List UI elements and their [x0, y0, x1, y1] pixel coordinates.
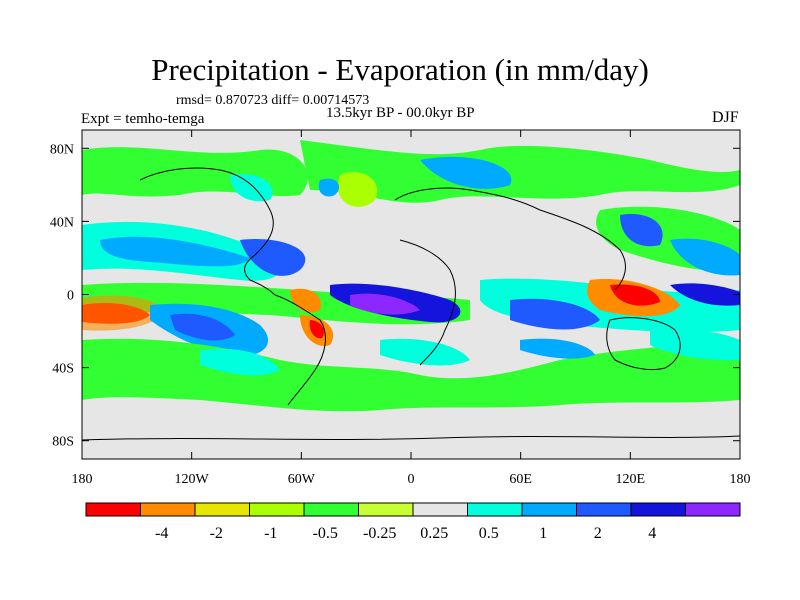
x-tick-label: 120E: [616, 472, 646, 487]
coastline-south-america: [274, 294, 326, 406]
plot-title: Precipitation - Evaporation (in mm/day): [151, 52, 649, 87]
colorbar-swatch: [140, 502, 196, 517]
field-region: [82, 405, 740, 434]
colorbar-swatch: [576, 502, 632, 517]
y-tick-label: 0: [67, 289, 74, 304]
x-tick-label: 60W: [288, 472, 316, 487]
x-tick-label: 120W: [175, 472, 210, 487]
coastline-north-america: [139, 167, 276, 296]
field-region: [380, 338, 470, 366]
field-region: [520, 338, 595, 359]
map-field: [82, 130, 740, 459]
y-tick-label: 80S: [52, 435, 74, 450]
colorbar: -4 -2 -1 -0.5 -0.25 0.25 0.5 1 2 4: [85, 502, 741, 542]
field-region: [338, 171, 378, 207]
colorbar-swatch: [685, 502, 741, 517]
colorbar-swatch: [630, 502, 686, 517]
coastline-africa: [399, 239, 456, 366]
colorbar-label: -0.5: [313, 525, 338, 542]
stats-text: rmsd= 0.870723 diff= 0.00714573: [176, 93, 370, 108]
period-label: 13.5kyr BP - 00.0kyr BP: [326, 105, 475, 121]
coastlines: [82, 167, 740, 441]
field-region: [620, 214, 663, 247]
field-region: [290, 288, 321, 313]
field-region: [82, 282, 470, 325]
colorbar-swatch: [521, 502, 577, 517]
field-region: [200, 348, 280, 376]
season-label: DJF: [712, 109, 739, 126]
x-tick-label: 60E: [509, 472, 532, 487]
colorbar-label: 0.25: [420, 525, 448, 542]
colorbar-label: -0.25: [363, 525, 396, 542]
y-tick-label: 40N: [50, 215, 74, 230]
field-region: [82, 147, 308, 197]
colorbar-label: -4: [155, 525, 168, 542]
colorbar-swatch: [249, 502, 305, 517]
colorbar-label: 0.5: [479, 525, 499, 542]
y-axis: 80N 40N 0 40S 80S: [50, 142, 740, 450]
coastline-eurasia: [394, 187, 626, 291]
field-region: [100, 236, 250, 267]
x-axis: 180 120W 60W 0 60E 120E 180: [72, 130, 751, 487]
field-region: [300, 140, 740, 203]
colorbar-swatch: [467, 502, 523, 517]
colorbar-swatch: [412, 502, 468, 517]
experiment-label: Expt = temho-temga: [81, 111, 205, 127]
colorbar-label: -2: [210, 525, 223, 542]
field-region: [510, 298, 600, 330]
colorbar-label: 4: [648, 525, 656, 542]
x-tick-label: 180: [730, 472, 751, 487]
field-region: [170, 313, 235, 341]
coastline-australia: [606, 317, 681, 371]
colorbar-swatch: [303, 502, 359, 517]
x-tick-label: 180: [72, 472, 93, 487]
field-region: [670, 283, 740, 306]
colorbar-swatch: [85, 502, 141, 517]
field-region: [350, 293, 420, 315]
field-region: [420, 156, 512, 189]
colorbar-label: 1: [539, 525, 547, 542]
field-region: [230, 174, 273, 202]
field-region: [318, 178, 340, 197]
colorbar-swatch: [194, 502, 250, 517]
coastline-antarctica: [82, 435, 740, 441]
colorbar-label: -1: [264, 525, 277, 542]
field-region: [240, 239, 306, 276]
x-tick-label: 0: [408, 472, 415, 487]
field-region: [309, 320, 325, 339]
colorbar-swatch: [358, 502, 414, 517]
field-region: [610, 284, 660, 306]
field-region: [650, 328, 740, 361]
y-tick-label: 40S: [52, 362, 74, 377]
y-tick-label: 80N: [50, 142, 74, 157]
colorbar-label: 2: [594, 525, 602, 542]
field-region: [670, 238, 740, 276]
field-region: [82, 295, 165, 331]
